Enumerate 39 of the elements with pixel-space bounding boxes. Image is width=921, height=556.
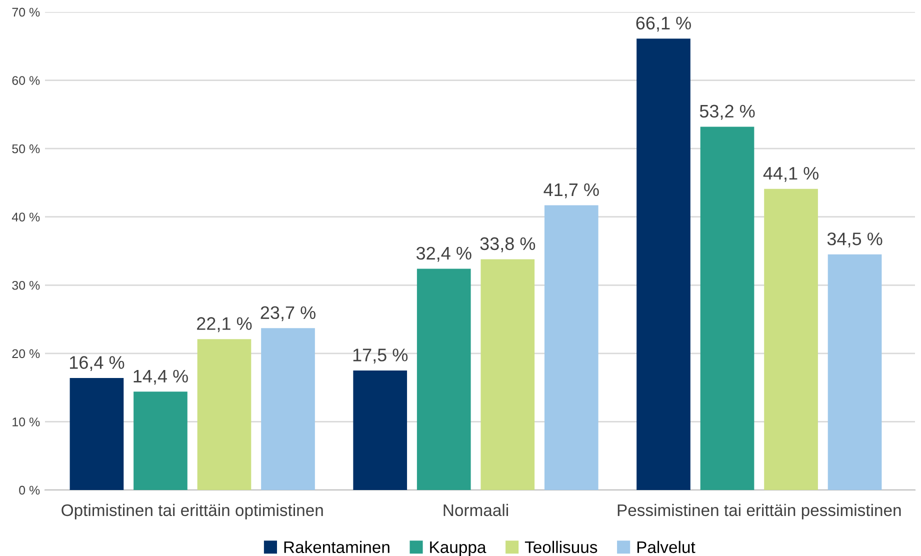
data-label: 33,8 % — [480, 237, 536, 252]
x-tick-label: Normaali — [444, 504, 508, 516]
bar — [70, 378, 124, 490]
bar — [261, 328, 315, 490]
x-tick-label: Optimistinen tai erittäin optimistinen — [62, 504, 323, 520]
data-label: 41,7 % — [544, 183, 599, 198]
data-label: 23,7 % — [260, 306, 316, 322]
bar — [134, 392, 188, 490]
legend-label: Rakentaminen — [284, 540, 390, 554]
y-tick-label: 40 % — [12, 212, 40, 222]
bar — [636, 38, 690, 490]
data-label: 66,1 % — [636, 16, 691, 32]
y-tick-label: 20 % — [12, 349, 40, 358]
data-label: 22,1 % — [197, 317, 252, 332]
data-label: 16,4 % — [70, 356, 124, 372]
y-tick-label: 30 % — [12, 280, 40, 290]
x-tick-label: Pessimistinen tai erittäin pessimistinen — [618, 504, 901, 520]
y-tick-label: 50 % — [12, 144, 40, 154]
bar — [416, 268, 471, 490]
bar — [764, 188, 818, 490]
bar — [353, 370, 408, 490]
data-label: 32,4 % — [416, 246, 472, 262]
bar — [197, 339, 252, 490]
bar — [700, 126, 754, 490]
y-tick-label: 60 % — [12, 76, 40, 85]
legend-label: Palvelut — [637, 540, 696, 554]
y-tick-label: 70 % — [12, 8, 40, 17]
y-tick-label: 10 % — [12, 418, 40, 426]
data-label: 53,2 % — [700, 104, 755, 120]
legend-label: Teollisuus — [524, 540, 598, 554]
data-label: 17,5 % — [353, 348, 408, 364]
bar — [828, 254, 882, 490]
bar — [544, 205, 598, 490]
bar — [480, 259, 535, 490]
data-label: 34,5 % — [827, 232, 882, 248]
y-tick-label: 0 % — [19, 486, 40, 495]
legend-label: Kauppa — [430, 541, 486, 556]
data-label: 44,1 % — [763, 167, 818, 182]
data-label: 14,4 % — [134, 370, 188, 385]
